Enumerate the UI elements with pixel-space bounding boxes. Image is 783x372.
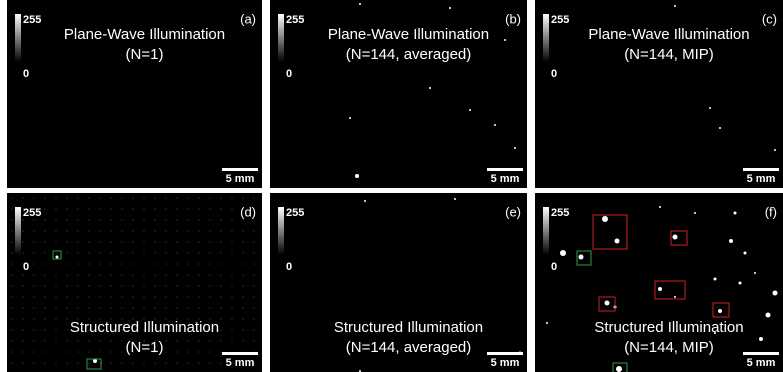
bright-spot [616,366,622,372]
colorbar-max: 255 [551,207,569,219]
panel-label: (a) [240,11,256,26]
colorbar [278,207,284,255]
bright-spot [579,255,584,260]
bright-spot [729,239,733,243]
scale-bar [743,352,779,355]
panel-title: (N=1) [126,46,164,63]
panel-title: (N=144, averaged) [346,339,472,356]
panel-title: Structured Illumination [70,319,219,336]
figure: 2550(a)Plane-Wave Illumination(N=1)5 mm2… [0,0,783,372]
bright-spot [605,301,610,306]
bright-spot [734,212,737,215]
panel-title: Structured Illumination [334,319,483,336]
bright-spot [714,278,717,281]
bright-spot [774,149,776,151]
bright-spot [359,3,361,5]
bright-spot [673,235,678,240]
bright-spot [454,198,456,200]
colorbar-min: 0 [286,68,292,80]
bright-spot [744,252,747,255]
colorbar-max: 255 [23,207,41,219]
panel-title: (N=144, MIP) [624,339,714,356]
bright-spot [709,107,711,109]
bright-spot [355,174,359,178]
colorbar-max: 255 [286,207,304,219]
bright-spot [718,309,722,313]
scale-bar-label: 5 mm [747,173,776,185]
bright-spot [469,109,471,111]
scale-bar-label: 5 mm [226,173,255,185]
bright-spot [504,39,506,41]
colorbar [15,207,21,255]
scale-bar [487,168,523,171]
bright-spot [449,7,451,9]
colorbar-max: 255 [286,14,304,26]
panel: 255 0 (f) Structured Illumination (N=144, MI… [535,193,783,372]
bright-spot [658,287,662,291]
scale-bar [222,352,258,355]
bright-spot [494,124,496,126]
colorbar-min: 0 [551,68,557,80]
bright-spot [560,250,566,256]
scale-bar-label: 5 mm [491,173,520,185]
panel-label: (b) [505,11,521,26]
bright-spot [694,212,696,214]
scale-bar [743,168,779,171]
colorbar-min: 0 [551,261,557,273]
bright-spot [546,322,548,324]
bright-spot [364,200,366,202]
colorbar [278,14,284,62]
bright-spot [674,5,676,7]
colorbar-max: 255 [23,14,41,26]
bright-spot [93,359,97,363]
scale-bar-label: 5 mm [491,357,520,369]
colorbar [543,14,549,62]
panel: 255 0 (c) Plane-Wave Illumination (N=144, MI… [535,0,783,188]
panel: 255 0 (d) Structured Illumination (N=1) 5 mm [7,193,262,372]
colorbar-min: 0 [23,68,29,80]
panel: 255 0 (e) Structured Illumination (N=144, av… [270,193,527,372]
bright-spot [349,117,351,119]
colorbar [543,207,549,255]
colorbar-max: 255 [551,14,569,26]
panel-title: Plane-Wave Illumination [328,26,489,43]
panel-title: Plane-Wave Illumination [588,26,749,43]
scale-bar [487,352,523,355]
bright-spot [514,147,516,149]
panel-label: (e) [505,204,521,219]
bright-spot [759,337,763,341]
colorbar [15,14,21,62]
panel-title: (N=1) [126,339,164,356]
panel-title: (N=144, MIP) [624,46,714,63]
panel-label: (c) [762,11,777,26]
scale-bar-label: 5 mm [747,357,776,369]
panel: 255 0 (a) Plane-Wave Illumination (N=1) 5 mm [7,0,262,188]
bright-spot [602,216,608,222]
panel-title: (N=144, averaged) [346,46,472,63]
panel-title: Plane-Wave Illumination [64,26,225,43]
colorbar-min: 0 [23,261,29,273]
panel: 255 0 (b) Plane-Wave Illumination (N=144, av… [270,0,527,188]
bright-spot [719,127,721,129]
panel-label: (d) [240,204,256,219]
bright-spot [739,282,742,285]
panel-title: Structured Illumination [594,319,743,336]
bright-spot [659,206,661,208]
bright-spot [766,313,771,318]
bright-spot [754,272,756,274]
bright-spot [773,291,778,296]
bright-spot [615,239,620,244]
bright-spot [674,296,676,298]
bright-spot [429,87,431,89]
scale-bar [222,168,258,171]
scale-bar-label: 5 mm [226,357,255,369]
colorbar-min: 0 [286,261,292,273]
bright-spot [56,256,59,259]
panel-label: (f) [765,204,777,219]
